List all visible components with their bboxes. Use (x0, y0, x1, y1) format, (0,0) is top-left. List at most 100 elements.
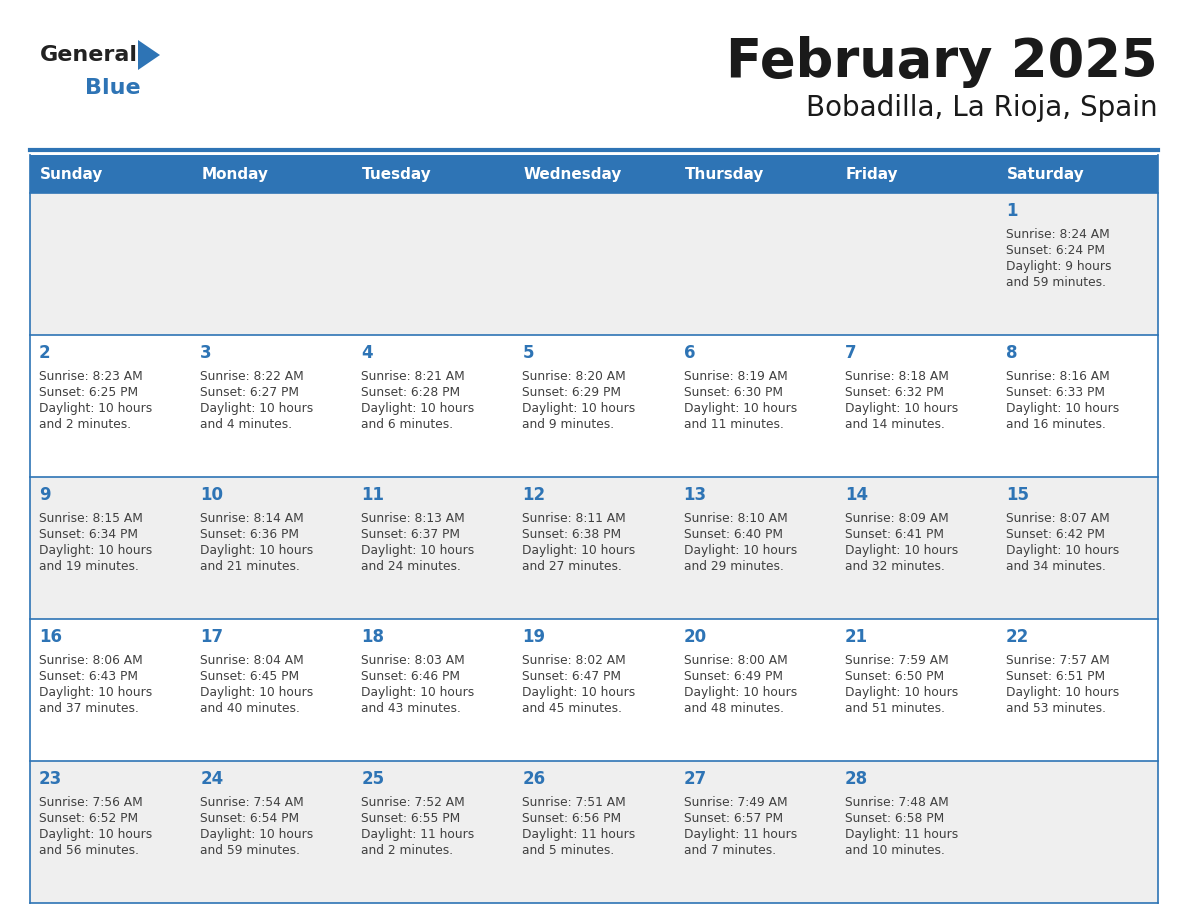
Text: and 59 minutes.: and 59 minutes. (200, 844, 301, 857)
Text: Sunset: 6:45 PM: Sunset: 6:45 PM (200, 670, 299, 683)
Text: and 9 minutes.: and 9 minutes. (523, 418, 614, 431)
Text: Sunrise: 7:57 AM: Sunrise: 7:57 AM (1006, 654, 1110, 667)
Text: Daylight: 10 hours: Daylight: 10 hours (683, 544, 797, 557)
Text: Sunset: 6:40 PM: Sunset: 6:40 PM (683, 528, 783, 541)
Text: and 19 minutes.: and 19 minutes. (39, 560, 139, 573)
Text: Sunset: 6:49 PM: Sunset: 6:49 PM (683, 670, 783, 683)
Text: Daylight: 10 hours: Daylight: 10 hours (683, 686, 797, 699)
Text: Daylight: 10 hours: Daylight: 10 hours (361, 544, 474, 557)
Text: Bobadilla, La Rioja, Spain: Bobadilla, La Rioja, Spain (807, 94, 1158, 122)
Text: and 4 minutes.: and 4 minutes. (200, 418, 292, 431)
Text: Sunset: 6:37 PM: Sunset: 6:37 PM (361, 528, 460, 541)
Text: and 56 minutes.: and 56 minutes. (39, 844, 139, 857)
Text: and 53 minutes.: and 53 minutes. (1006, 702, 1106, 715)
Text: and 6 minutes.: and 6 minutes. (361, 418, 454, 431)
Text: Sunrise: 8:21 AM: Sunrise: 8:21 AM (361, 370, 465, 383)
Text: and 16 minutes.: and 16 minutes. (1006, 418, 1106, 431)
Text: February 2025: February 2025 (726, 36, 1158, 88)
Text: Sunset: 6:46 PM: Sunset: 6:46 PM (361, 670, 460, 683)
Text: Daylight: 11 hours: Daylight: 11 hours (845, 828, 958, 841)
Text: Sunset: 6:28 PM: Sunset: 6:28 PM (361, 386, 461, 399)
Text: Sunset: 6:33 PM: Sunset: 6:33 PM (1006, 386, 1105, 399)
Text: and 7 minutes.: and 7 minutes. (683, 844, 776, 857)
Text: 11: 11 (361, 486, 384, 504)
Text: Daylight: 10 hours: Daylight: 10 hours (200, 828, 314, 841)
Text: 3: 3 (200, 344, 211, 362)
Text: and 59 minutes.: and 59 minutes. (1006, 276, 1106, 289)
Text: 1: 1 (1006, 202, 1017, 220)
Text: and 40 minutes.: and 40 minutes. (200, 702, 301, 715)
Text: Daylight: 11 hours: Daylight: 11 hours (361, 828, 474, 841)
Text: Sunrise: 8:02 AM: Sunrise: 8:02 AM (523, 654, 626, 667)
Text: 26: 26 (523, 770, 545, 788)
Text: Sunrise: 8:22 AM: Sunrise: 8:22 AM (200, 370, 304, 383)
Text: Sunset: 6:27 PM: Sunset: 6:27 PM (200, 386, 299, 399)
Text: Daylight: 10 hours: Daylight: 10 hours (1006, 402, 1119, 415)
Text: Monday: Monday (201, 166, 268, 182)
Text: Sunrise: 8:11 AM: Sunrise: 8:11 AM (523, 512, 626, 525)
Text: Sunrise: 8:23 AM: Sunrise: 8:23 AM (39, 370, 143, 383)
Text: Sunrise: 7:52 AM: Sunrise: 7:52 AM (361, 796, 465, 809)
Text: Sunrise: 8:10 AM: Sunrise: 8:10 AM (683, 512, 788, 525)
Text: 27: 27 (683, 770, 707, 788)
Text: Sunrise: 7:49 AM: Sunrise: 7:49 AM (683, 796, 788, 809)
Text: Daylight: 10 hours: Daylight: 10 hours (523, 402, 636, 415)
Bar (30, 193, 1158, 335)
Text: Daylight: 10 hours: Daylight: 10 hours (523, 686, 636, 699)
Text: and 43 minutes.: and 43 minutes. (361, 702, 461, 715)
Text: 16: 16 (39, 628, 62, 646)
Text: Saturday: Saturday (1007, 166, 1085, 182)
Text: 17: 17 (200, 628, 223, 646)
Text: Daylight: 10 hours: Daylight: 10 hours (845, 402, 958, 415)
Bar (30, 619, 1158, 761)
Text: Sunrise: 8:15 AM: Sunrise: 8:15 AM (39, 512, 143, 525)
Polygon shape (138, 40, 160, 70)
Text: Daylight: 10 hours: Daylight: 10 hours (39, 686, 152, 699)
Text: Daylight: 10 hours: Daylight: 10 hours (845, 686, 958, 699)
Text: 18: 18 (361, 628, 384, 646)
Text: Daylight: 10 hours: Daylight: 10 hours (361, 686, 474, 699)
Text: Sunset: 6:56 PM: Sunset: 6:56 PM (523, 812, 621, 825)
Text: Sunset: 6:34 PM: Sunset: 6:34 PM (39, 528, 138, 541)
Text: Sunrise: 8:24 AM: Sunrise: 8:24 AM (1006, 228, 1110, 241)
Text: 10: 10 (200, 486, 223, 504)
Text: Sunrise: 8:20 AM: Sunrise: 8:20 AM (523, 370, 626, 383)
Text: Wednesday: Wednesday (524, 166, 621, 182)
Text: 24: 24 (200, 770, 223, 788)
Text: and 5 minutes.: and 5 minutes. (523, 844, 614, 857)
Text: Daylight: 10 hours: Daylight: 10 hours (1006, 686, 1119, 699)
Text: Sunset: 6:52 PM: Sunset: 6:52 PM (39, 812, 138, 825)
Text: 13: 13 (683, 486, 707, 504)
Text: Sunset: 6:36 PM: Sunset: 6:36 PM (200, 528, 299, 541)
Text: Sunrise: 7:51 AM: Sunrise: 7:51 AM (523, 796, 626, 809)
Text: 21: 21 (845, 628, 868, 646)
Text: and 29 minutes.: and 29 minutes. (683, 560, 783, 573)
Bar (30, 155, 1158, 193)
Text: 5: 5 (523, 344, 533, 362)
Text: 22: 22 (1006, 628, 1029, 646)
Text: Sunset: 6:54 PM: Sunset: 6:54 PM (200, 812, 299, 825)
Text: Daylight: 10 hours: Daylight: 10 hours (39, 544, 152, 557)
Text: Daylight: 11 hours: Daylight: 11 hours (683, 828, 797, 841)
Text: 6: 6 (683, 344, 695, 362)
Text: 15: 15 (1006, 486, 1029, 504)
Text: Sunset: 6:55 PM: Sunset: 6:55 PM (361, 812, 461, 825)
Text: Daylight: 10 hours: Daylight: 10 hours (523, 544, 636, 557)
Text: 19: 19 (523, 628, 545, 646)
Text: Sunrise: 7:59 AM: Sunrise: 7:59 AM (845, 654, 948, 667)
Text: 8: 8 (1006, 344, 1017, 362)
Text: Daylight: 10 hours: Daylight: 10 hours (200, 544, 314, 557)
Text: Friday: Friday (846, 166, 898, 182)
Text: Sunrise: 8:06 AM: Sunrise: 8:06 AM (39, 654, 143, 667)
Text: Sunset: 6:43 PM: Sunset: 6:43 PM (39, 670, 138, 683)
Text: and 48 minutes.: and 48 minutes. (683, 702, 784, 715)
Text: Sunrise: 8:14 AM: Sunrise: 8:14 AM (200, 512, 304, 525)
Text: Daylight: 9 hours: Daylight: 9 hours (1006, 260, 1111, 273)
Text: and 32 minutes.: and 32 minutes. (845, 560, 944, 573)
Text: Sunset: 6:57 PM: Sunset: 6:57 PM (683, 812, 783, 825)
Text: 25: 25 (361, 770, 385, 788)
Text: 14: 14 (845, 486, 868, 504)
Text: Daylight: 10 hours: Daylight: 10 hours (683, 402, 797, 415)
Text: Thursday: Thursday (684, 166, 764, 182)
Text: General: General (40, 45, 138, 65)
